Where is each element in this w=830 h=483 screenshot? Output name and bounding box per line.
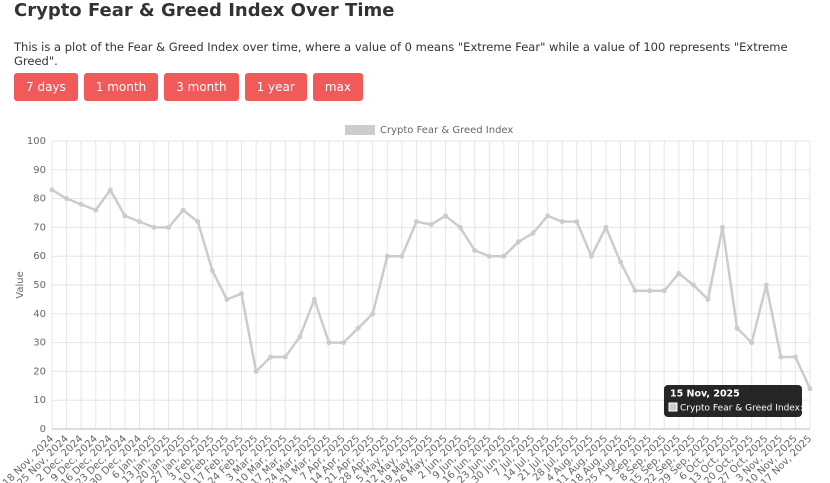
y-tick-label: 20	[33, 366, 46, 377]
point	[778, 354, 784, 360]
y-axis-label: Value	[15, 271, 26, 298]
range-button[interactable]: 1 year	[244, 73, 307, 101]
point	[632, 288, 638, 294]
point	[166, 224, 172, 230]
point	[603, 224, 609, 230]
point	[676, 270, 682, 276]
point	[399, 253, 405, 259]
point	[588, 253, 594, 259]
point	[457, 224, 463, 230]
point	[545, 213, 551, 219]
y-tick-label: 60	[33, 251, 46, 262]
point	[311, 296, 317, 302]
legend-swatch	[345, 125, 375, 135]
point	[180, 207, 186, 213]
point	[647, 288, 653, 294]
y-tick-label: 100	[27, 136, 46, 147]
point	[705, 296, 711, 302]
point	[136, 219, 142, 225]
point	[749, 340, 755, 346]
point	[341, 340, 347, 346]
point	[268, 354, 274, 360]
point	[486, 253, 492, 259]
point	[224, 296, 230, 302]
y-tick-label: 50	[33, 280, 46, 291]
point	[107, 187, 113, 193]
point	[763, 282, 769, 288]
point	[195, 219, 201, 225]
point	[384, 253, 390, 259]
point	[253, 368, 259, 374]
point	[93, 207, 99, 213]
range-button[interactable]: 7 days	[14, 73, 78, 101]
range-button[interactable]: 1 month	[83, 73, 159, 101]
point	[209, 268, 215, 274]
tooltip-swatch	[668, 402, 678, 412]
point	[49, 187, 55, 193]
point	[472, 247, 478, 253]
range-button[interactable]: max	[312, 73, 363, 101]
point	[515, 239, 521, 245]
point	[661, 288, 667, 294]
point	[618, 259, 623, 265]
point	[574, 219, 580, 225]
tooltip-title: 15 Nov, 2025	[670, 389, 740, 400]
y-tick-label: 40	[33, 309, 46, 320]
y-tick-label: 70	[33, 222, 46, 233]
y-tick-label: 80	[33, 194, 46, 205]
point	[720, 224, 726, 230]
tooltip-box	[664, 385, 802, 417]
point	[734, 325, 740, 331]
range-button[interactable]: 3 month	[164, 73, 239, 101]
point	[428, 222, 434, 228]
point	[297, 334, 303, 340]
point	[443, 213, 449, 219]
point	[64, 196, 70, 202]
y-tick-label: 0	[40, 424, 46, 435]
y-tick-label: 90	[33, 165, 46, 176]
point	[239, 291, 244, 297]
y-tick-label: 30	[33, 338, 46, 349]
point	[413, 219, 419, 225]
point	[78, 201, 84, 207]
point	[282, 354, 288, 360]
point	[559, 219, 565, 225]
point	[530, 230, 536, 236]
point	[151, 224, 157, 230]
point	[355, 325, 361, 331]
point	[807, 386, 813, 392]
range-buttons: 7 days 1 month 3 month 1 year max	[14, 73, 363, 101]
point	[370, 311, 376, 317]
point	[792, 354, 798, 360]
subtitle: This is a plot of the Fear & Greed Index…	[14, 40, 788, 68]
title: Crypto Fear & Greed Index Over Time	[14, 0, 395, 21]
tooltip-label: Crypto Fear & Greed Index: 10	[680, 404, 818, 414]
y-tick-label: 10	[33, 395, 46, 406]
legend-label: Crypto Fear & Greed Index	[380, 125, 513, 136]
point	[122, 213, 128, 219]
point	[690, 282, 696, 288]
point	[501, 253, 507, 259]
point	[326, 340, 332, 346]
